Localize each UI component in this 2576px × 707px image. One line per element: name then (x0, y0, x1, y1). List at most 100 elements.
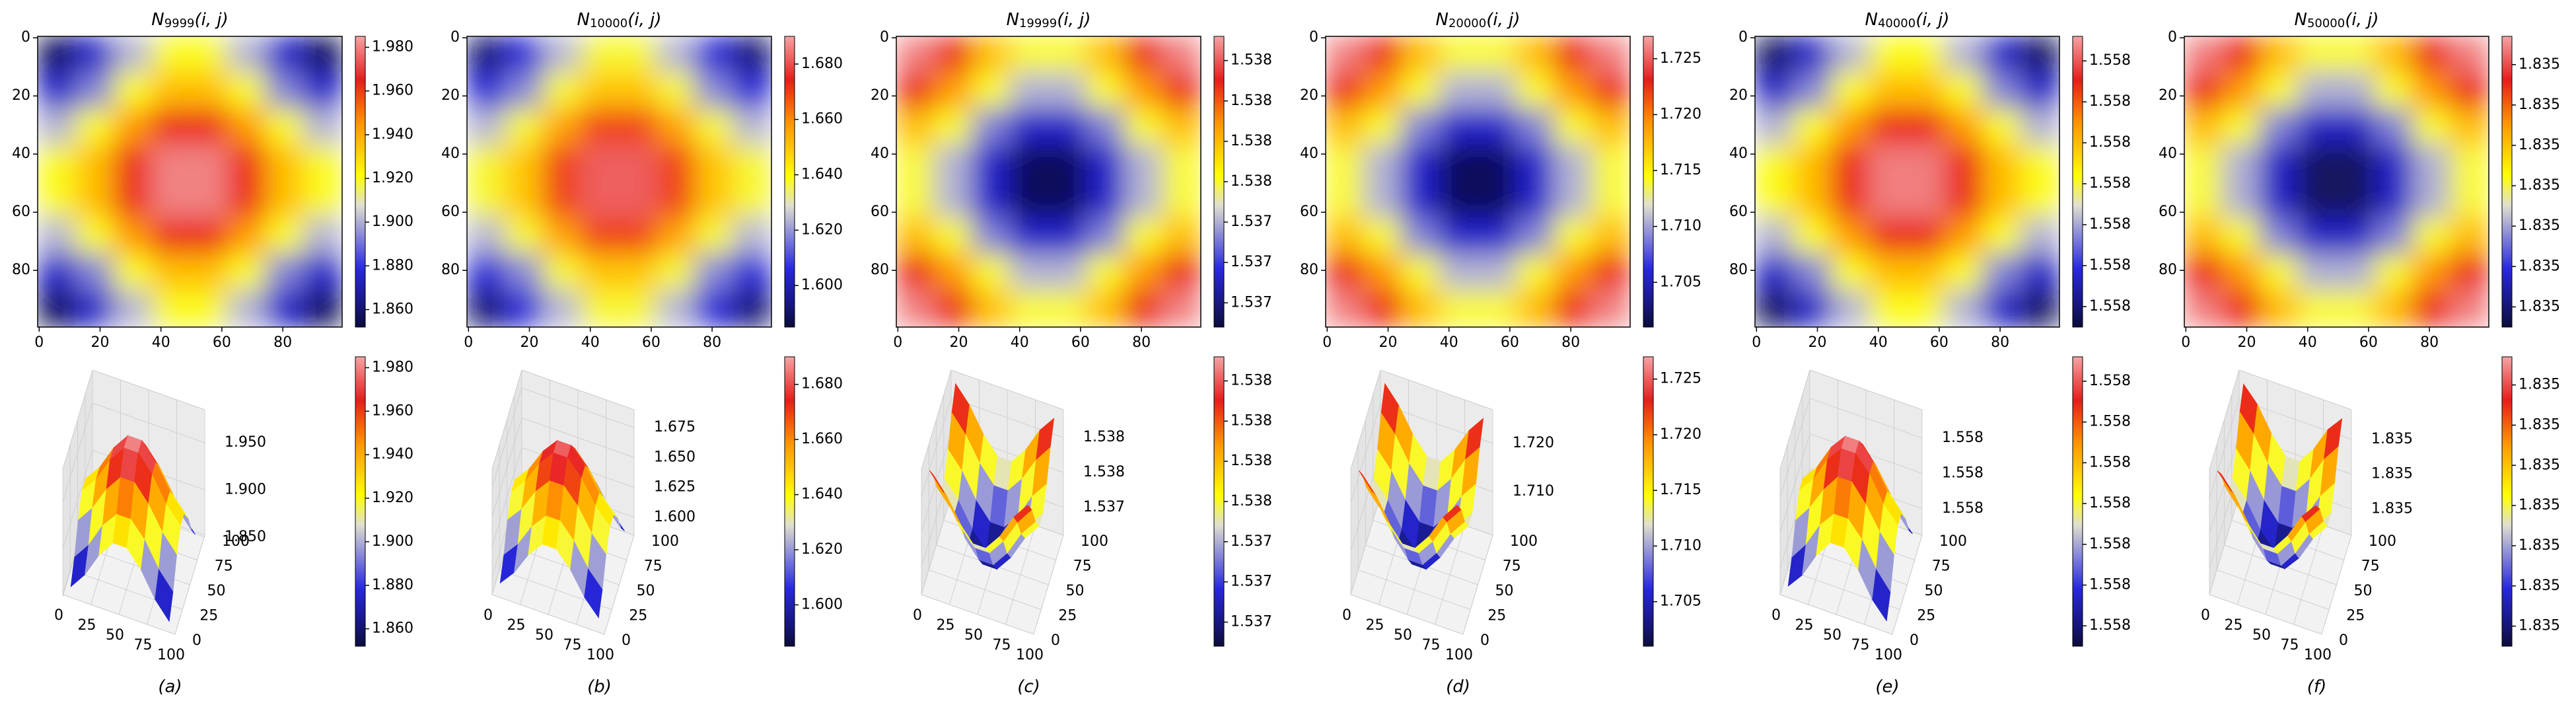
heatmap-cell (2336, 36, 2376, 73)
y-tick-label: 75 (1932, 558, 1950, 575)
heatmap-cell (1591, 181, 1630, 219)
heatmap-cell (1515, 290, 1555, 327)
y-tick-label: 80 (1300, 262, 1318, 278)
surface-patch (584, 568, 603, 619)
heatmap-cell (227, 108, 267, 146)
panel-caption: (d) (1446, 677, 1470, 697)
y-tick-label: 50 (1495, 583, 1514, 599)
x-tick-label: 50 (1823, 627, 1842, 644)
z-tick-label: 1.600 (654, 509, 696, 525)
panel-caption: (e) (1875, 677, 1899, 697)
heatmap-cell (896, 254, 935, 291)
y-tick-label: 0 (1910, 632, 1919, 649)
title-subscript: 40000 (1878, 17, 1915, 30)
heatmap-cell (1439, 145, 1479, 182)
title-symbol: N (1436, 10, 1449, 30)
heatmap-cell (542, 72, 582, 110)
heatmap-cell (542, 290, 582, 327)
x-tick-label: 0 (464, 334, 473, 351)
heatmap-cell (2412, 108, 2452, 146)
heatmap-cell (1755, 72, 1794, 110)
heatmap-cell (1326, 254, 1365, 291)
heatmap-cell (1945, 72, 1984, 110)
heatmap-cell (1477, 181, 1517, 219)
heatmap-cell (1792, 290, 1832, 327)
heatmap-cell (1945, 108, 1984, 146)
colorbar-tick-label: 1.537 (1231, 574, 1272, 590)
heatmap-cell (2412, 217, 2452, 255)
heatmap-cell (303, 217, 342, 255)
heatmap-cell (189, 36, 229, 73)
heatmap-cell (1906, 145, 1947, 182)
heatmap-cell (1591, 36, 1630, 73)
y-tick-label: 0 (450, 29, 460, 46)
colorbar-tick-label: 1.715 (1660, 162, 1701, 178)
heatmap-cell (2374, 290, 2414, 327)
heatmap-cell (933, 108, 974, 146)
surface-patch (1872, 568, 1891, 622)
colorbar-tick-label: 1.725 (1660, 371, 1701, 387)
heatmap-cell (1326, 72, 1365, 110)
x-tick-label: 75 (2281, 637, 2299, 653)
colorbar-tick-label: 1.710 (1660, 218, 1701, 235)
heatmap-cell (189, 181, 229, 219)
x-tick-label: 25 (507, 617, 526, 634)
x-tick-label: 80 (703, 334, 721, 351)
heatmap-cell (113, 72, 153, 110)
heatmap-cell (38, 181, 77, 219)
heatmap-cell (1363, 36, 1403, 73)
heatmap-cell (1124, 108, 1164, 146)
colorbar-tick-label: 1.835 (2519, 457, 2560, 473)
heatmap-cell (2450, 254, 2489, 291)
colorbar-tick-label: 1.600 (801, 596, 843, 613)
heatmap-cell (657, 72, 696, 110)
heatmap-cell (1477, 108, 1517, 146)
heatmap-cell (1755, 108, 1794, 146)
colorbar-tick-label: 1.537 (1231, 294, 1272, 311)
heatmap (467, 36, 771, 327)
heatmap-cell (1792, 217, 1832, 255)
z-tick-label: 1.558 (1942, 500, 1984, 517)
x-tick-label: 25 (937, 617, 955, 634)
heatmap-cell (1048, 181, 1088, 219)
heatmap-cell (113, 36, 153, 73)
heatmap-cell (227, 254, 267, 291)
heatmap-cell (694, 181, 734, 219)
heatmap-cell (933, 36, 974, 73)
heatmap-cell (2450, 290, 2489, 327)
heatmap-cell (1009, 36, 1050, 73)
colorbar-tick-label: 1.558 (2089, 373, 2131, 389)
y-tick-label: 25 (199, 608, 218, 624)
heatmap-cell (542, 145, 582, 182)
heatmap-cell (1124, 290, 1164, 327)
x-tick-label: 20 (950, 334, 968, 351)
heatmap-cell (1401, 290, 1441, 327)
heatmap-cell (2374, 145, 2414, 182)
heatmap-cell (2297, 72, 2338, 110)
z-tick-label: 1.558 (1942, 465, 1984, 481)
heatmap-cell (2297, 254, 2338, 291)
heatmap-cell (580, 145, 620, 182)
heatmap-cell (972, 145, 1011, 182)
heatmap-cell (1755, 217, 1794, 255)
x-tick-label: 100 (2304, 647, 2332, 663)
colorbar-tick-label: 1.558 (2089, 52, 2131, 69)
heatmap-cell (2260, 217, 2299, 255)
heatmap-cell (1982, 181, 2022, 219)
heatmap-cell (618, 145, 659, 182)
heatmap-cell (1553, 145, 1593, 182)
heatmap-cell (189, 72, 229, 110)
colorbar-tick-label: 1.537 (1231, 254, 1272, 270)
x-tick-label: 25 (1795, 617, 1814, 634)
colorbar-tick-label: 1.720 (1660, 106, 1701, 122)
y-tick-label: 100 (1081, 533, 1108, 550)
heatmap-cell (1048, 36, 1088, 73)
heatmap-cell (2336, 108, 2376, 146)
heatmap-cell (1363, 181, 1403, 219)
colorbar-tick-label: 1.660 (801, 431, 843, 447)
heatmap-cell (733, 254, 771, 291)
colorbar-tick-label: 1.680 (801, 376, 843, 392)
heatmap-cell (467, 72, 506, 110)
heatmap-cell (1086, 217, 1126, 255)
colorbar-tick-label: 1.538 (1231, 52, 1272, 69)
